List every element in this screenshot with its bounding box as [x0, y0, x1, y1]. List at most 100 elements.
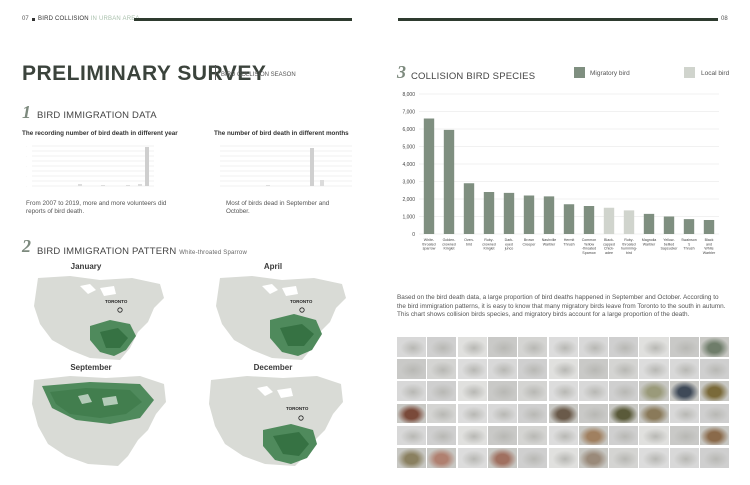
x-tick-label: Swainson's Thrush	[681, 238, 697, 251]
bird-photo-tile	[548, 425, 578, 446]
section-3-title: COLLISION BIRD SPECIES	[411, 71, 536, 82]
bird-photo-grid	[397, 337, 730, 468]
text-month: Most of birds dead in September and Octo…	[226, 200, 330, 216]
bird-photo-tile	[639, 448, 669, 468]
bird-photo-tile	[700, 381, 730, 401]
section-1-title: BIRD IMMIGRATION DATA	[37, 110, 157, 121]
bird-photo-tile	[548, 448, 578, 468]
section-2-title-text: BIRD IMMIGRATION PATTERN	[37, 246, 177, 257]
bird-photo-tile	[518, 425, 548, 446]
bird-photo-tile	[487, 403, 518, 424]
bird-photo-tile	[578, 381, 608, 401]
y-tick-label: 3,000	[402, 179, 415, 185]
x-tick-label: Ruby-crowned Kinglet	[482, 238, 496, 251]
bird-photo-tile	[669, 425, 699, 446]
y-tick-label: 5,000	[402, 144, 415, 150]
x-tick-label: Dark-eyed junco	[504, 238, 514, 251]
bar	[463, 183, 475, 234]
bird-photo-tile	[700, 403, 730, 424]
section-1-number: 1	[22, 102, 31, 122]
bar	[683, 219, 695, 234]
bird-photo-tile	[639, 337, 669, 357]
legend-label-migratory: Migratory bird	[590, 70, 630, 77]
bird-photo-tile	[700, 359, 730, 379]
bird-photo-tile	[669, 381, 699, 401]
bird-photo-tile	[487, 337, 518, 357]
bar	[543, 196, 555, 234]
svg-text:·: ·	[26, 146, 27, 148]
chart-year-title: The recording number of bird death in di…	[22, 130, 178, 137]
map-january	[34, 276, 164, 360]
bird-photo-tile	[700, 425, 730, 446]
section-2-number: 2	[22, 236, 31, 256]
legend-swatch-local	[684, 67, 695, 78]
legend-label-local: Local bird	[701, 70, 730, 77]
bar	[603, 207, 615, 234]
x-tick-label: Oven-bird	[464, 238, 475, 246]
bar	[443, 129, 455, 234]
bar	[483, 192, 495, 234]
x-tick-label: Hermit Thrush	[563, 238, 574, 246]
bird-photo-tile	[609, 425, 639, 446]
bird-photo-tile	[397, 337, 427, 357]
bar	[583, 206, 595, 234]
title-divider	[215, 65, 216, 80]
y-tick-label: 0	[412, 232, 415, 238]
bird-photo-tile	[518, 381, 548, 401]
bird-photo-tile	[639, 359, 669, 379]
bird-photo-tile	[427, 381, 457, 401]
header-square-icon	[32, 18, 35, 21]
bird-photo-tile	[639, 425, 669, 446]
legend-swatch-migratory	[574, 67, 585, 78]
page-title: PRELIMINARY SURVEY	[22, 62, 267, 85]
bird-photo-tile	[548, 359, 578, 379]
bird-photo-tile	[669, 359, 699, 379]
bird-photo-tile	[518, 359, 548, 379]
bird-photo-tile	[669, 448, 699, 468]
bird-photo-tile	[609, 448, 639, 468]
bar	[643, 213, 655, 234]
text-year: From 2007 to 2019, more and more volunte…	[26, 200, 167, 216]
description-paragraph: Based on the bird death data, a large pr…	[397, 294, 726, 318]
map-april	[216, 276, 346, 360]
bird-photo-tile	[518, 448, 548, 468]
bird-photo-tile	[487, 425, 518, 446]
bird-photo-tile	[427, 359, 457, 379]
bird-photo-tile	[609, 403, 639, 424]
bird-photo-tile	[548, 381, 578, 401]
bird-photo-tile	[427, 425, 457, 446]
year-bar-chart: · · · · ·	[26, 145, 154, 188]
svg-text:·: ·	[26, 156, 27, 158]
x-tick-label: Magnolia Warbler	[642, 238, 657, 246]
x-tick-label: Common Yellow -throated Sparrow	[582, 238, 597, 255]
y-tick-label: 7,000	[402, 109, 415, 115]
left-page-number: 07	[22, 16, 29, 22]
bird-photo-tile	[487, 381, 518, 401]
map-label-january: January	[70, 262, 102, 271]
bar	[703, 220, 715, 234]
header-title-main: BIRD COLLISION	[38, 16, 89, 22]
species-bar-chart: 0 1,000 2,000 3,000 4,000 5,000 6,000 7,000 8,00…	[402, 92, 719, 255]
x-tick-label: Ruby-throated humming-bird	[621, 238, 638, 255]
bird-photo-tile	[397, 359, 427, 379]
bird-photo-tile	[669, 337, 699, 357]
bird-photo-tile	[669, 403, 699, 424]
svg-text:·: ·	[26, 186, 27, 188]
bird-photo-tile	[457, 381, 487, 401]
bird-photo-tile	[609, 337, 639, 357]
bar	[663, 216, 675, 234]
bird-photo-tile	[427, 337, 457, 357]
x-tick-label: Golden-crowned Kinglet	[442, 238, 456, 251]
x-tick-label: Black-capped Chick-adee	[603, 238, 615, 255]
x-tick-label: Yellow-bellied Sapsucker	[661, 238, 679, 251]
svg-text:·: ·	[26, 166, 27, 168]
bar	[563, 204, 575, 234]
bird-photo-tile	[397, 425, 427, 446]
toronto-label-january: TORONTO	[105, 299, 128, 304]
section-2-title: BIRD IMMIGRATION PATTERN White-throated …	[37, 246, 247, 257]
section-3-number: 3	[397, 62, 406, 82]
y-tick-label: 4,000	[402, 162, 415, 168]
bird-photo-tile	[487, 448, 518, 468]
month-bar-chart	[220, 145, 352, 187]
map-december	[209, 376, 343, 466]
